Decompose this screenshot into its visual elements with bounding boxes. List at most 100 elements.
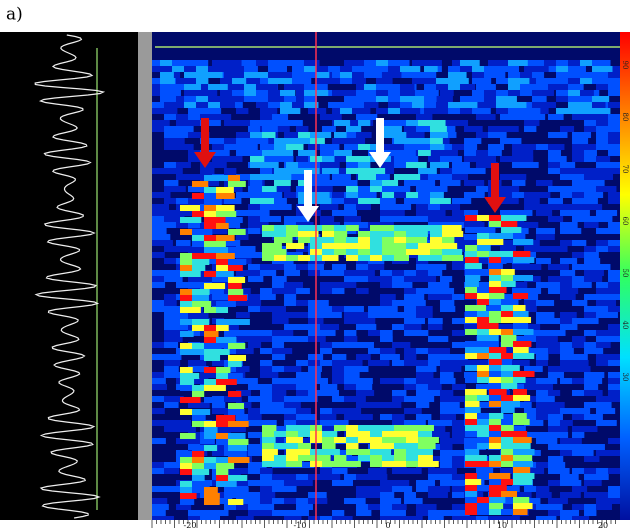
heat-cell	[418, 461, 439, 467]
heat-cell	[298, 237, 314, 243]
heat-cell	[236, 174, 251, 180]
heat-cell	[224, 168, 237, 174]
heat-cell	[176, 120, 193, 126]
heat-cell	[250, 132, 272, 138]
heat-cell	[204, 433, 217, 439]
heat-cell	[477, 431, 494, 437]
heat-cell	[508, 102, 527, 108]
heat-cell	[260, 204, 273, 210]
heat-cell	[524, 408, 538, 414]
heat-cell	[332, 510, 345, 516]
heat-cell	[584, 276, 603, 282]
heat-cell	[548, 456, 564, 462]
heat-cell	[501, 449, 520, 455]
heat-cell	[513, 389, 527, 395]
heat-cell	[560, 174, 574, 180]
heat-cell	[164, 168, 183, 174]
heat-cell	[524, 264, 542, 270]
heat-cell	[556, 60, 573, 66]
heat-cell	[524, 324, 541, 330]
heat-cell	[280, 102, 294, 108]
heat-cell	[584, 372, 605, 378]
heat-cell	[452, 384, 466, 390]
heat-cell	[560, 510, 580, 516]
heat-cell	[392, 300, 412, 306]
heat-cell	[476, 156, 496, 162]
heat-cell	[428, 270, 443, 276]
heat-cell	[284, 378, 305, 384]
heat-cell	[501, 479, 521, 485]
heat-cell	[512, 162, 529, 168]
heat-cell	[465, 263, 482, 269]
heat-cell	[501, 335, 517, 341]
heat-cell	[296, 324, 318, 330]
heat-cell	[584, 402, 603, 408]
heat-cell	[500, 114, 522, 120]
heat-cell	[489, 317, 507, 323]
heat-cell	[440, 90, 454, 96]
heat-cell	[200, 372, 222, 378]
heat-cell	[418, 455, 433, 461]
heat-cell	[548, 288, 566, 294]
heat-cell	[608, 120, 625, 126]
heat-cell	[440, 378, 456, 384]
heat-cell	[452, 456, 473, 462]
heat-cell	[176, 222, 189, 228]
heat-cell	[476, 516, 492, 522]
heat-cell	[216, 481, 237, 487]
heat-cell	[188, 516, 201, 522]
heat-cell	[608, 390, 629, 396]
heat-cell	[536, 312, 555, 318]
heat-cell	[508, 78, 530, 84]
heat-cell	[382, 431, 395, 437]
heat-cell	[308, 330, 330, 336]
heat-cell	[428, 468, 449, 474]
heat-cell	[356, 90, 370, 96]
heat-cell	[370, 237, 386, 243]
heat-cell	[228, 277, 246, 283]
heat-cell	[501, 461, 516, 467]
heat-cell	[460, 102, 478, 108]
heat-cell	[489, 365, 504, 371]
heat-cell	[524, 348, 541, 354]
heat-cell	[452, 342, 471, 348]
heat-cell	[488, 144, 505, 150]
heat-cell	[608, 486, 622, 492]
heat-cell	[440, 288, 455, 294]
heat-cell	[286, 138, 308, 144]
heat-cell	[320, 312, 342, 318]
heat-cell	[416, 108, 430, 114]
heat-cell	[204, 343, 222, 349]
heat-cell	[430, 225, 448, 231]
heat-cell	[477, 299, 494, 305]
heat-cell	[274, 138, 290, 144]
heat-cell	[382, 132, 396, 138]
heat-cell	[236, 330, 257, 336]
heat-cell	[464, 234, 482, 240]
heat-cell	[152, 420, 174, 426]
heat-cell	[152, 372, 171, 378]
heat-cell	[388, 102, 404, 108]
heat-cell	[608, 72, 621, 78]
heat-cell	[404, 300, 426, 306]
heat-cell	[512, 492, 532, 498]
heat-cell	[320, 426, 341, 432]
heat-cell	[332, 138, 353, 144]
heat-cell	[392, 480, 410, 486]
heat-cell	[452, 426, 466, 432]
heat-cell	[180, 493, 197, 499]
heat-cell	[164, 198, 181, 204]
heat-cell	[548, 132, 568, 138]
heat-cell	[406, 156, 419, 162]
heat-cell	[608, 132, 622, 138]
heat-cell	[308, 300, 329, 306]
heat-cell	[596, 210, 618, 216]
heat-cell	[176, 96, 190, 102]
heat-cell	[460, 66, 474, 72]
heat-cell	[180, 409, 202, 415]
heat-cell	[524, 396, 541, 402]
heat-cell	[298, 431, 315, 437]
heat-cell	[560, 258, 578, 264]
heat-cell	[284, 474, 298, 480]
heat-cell	[465, 377, 482, 383]
